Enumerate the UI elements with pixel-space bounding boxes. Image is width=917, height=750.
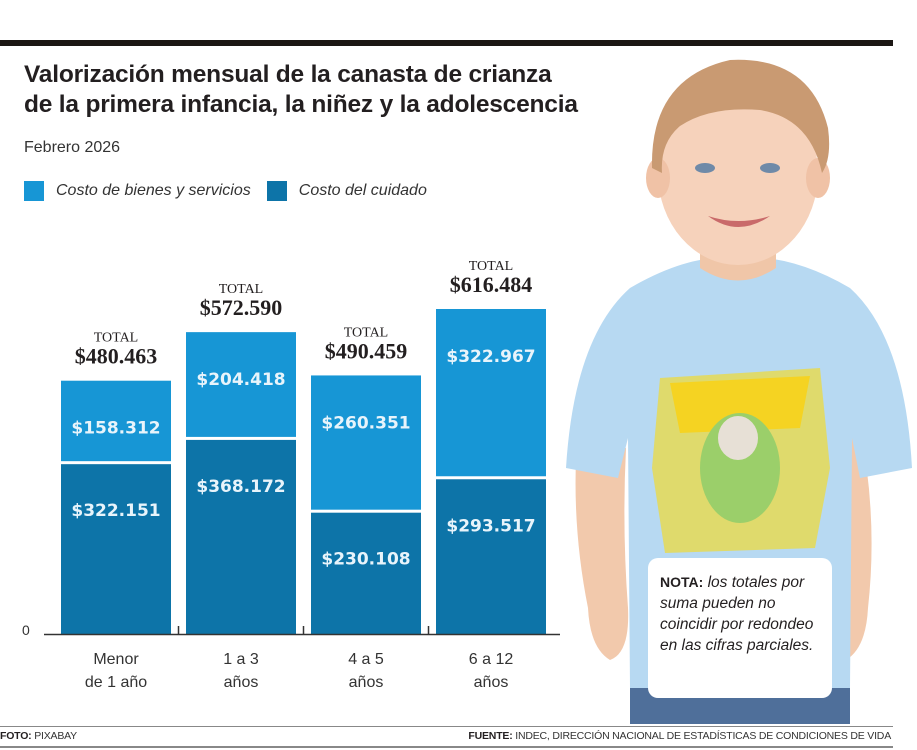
legend-item-bienes: Costo de bienes y servicios [24,181,251,201]
stacked-bar-chart: $322.151$158.312TOTAL$480.463$368.172$20… [22,259,560,691]
chart-title: Valorización mensual de la canasta de cr… [24,60,664,120]
total-caption: TOTAL [94,331,139,346]
photo-ear-right [806,158,830,198]
bar-value-label: $260.351 [321,413,410,433]
legend-label-bienes: Costo de bienes y servicios [56,182,251,199]
photo-credit-text: PIXABAY [34,730,77,742]
category-label: Menor [93,651,139,668]
top-rule [0,40,893,46]
bar-value-label: $230.108 [321,550,410,570]
legend-swatch-cuidado [266,181,287,201]
photo-eye-right [760,163,780,173]
bar-segment-cuidado [61,464,171,634]
labels-group: $322.151$158.312TOTAL$480.463$368.172$20… [71,259,535,570]
category-label: 4 a 5 [348,651,384,668]
photo-eye-left [695,163,715,173]
source-text: INDEC, DIRECCIÓN NACIONAL DE ESTADÍSTICA… [515,730,891,742]
bars-group [61,309,546,634]
category-label: 6 a 12 [469,651,514,668]
total-value: $572.590 [200,295,283,320]
category-label: años [349,674,384,691]
source-credit: FUENTE: INDEC, DIRECCIÓN NACIONAL DE EST… [468,730,891,742]
photo-mouth [708,216,770,227]
footer-rule-top [0,726,893,727]
total-value: $616.484 [450,272,533,297]
photo-buzz-face [718,416,758,460]
total-caption: TOTAL [469,259,514,274]
photo-credit-prefix: FOTO: [0,730,32,742]
legend: Costo de bienes y servicios Costo del cu… [24,181,443,201]
note-prefix: NOTA: [660,574,704,590]
bar-segment-bienes [61,380,171,462]
category-label: años [474,674,509,691]
chart-subtitle: Febrero 2026 [24,139,121,156]
bar-value-label: $322.967 [446,347,535,367]
photo-credit: FOTO: PIXABAY [0,730,77,742]
note-box: NOTA: los totales por suma pueden no coi… [648,558,832,698]
legend-label-cuidado: Costo del cuidado [298,182,427,199]
title-line-2: de la primera infancia, la niñez y la ad… [24,91,578,118]
bar-segment-bienes [186,332,296,437]
y-tick-label-zero: 0 [22,622,30,638]
total-caption: TOTAL [219,282,264,297]
photo-toy-logo [670,376,810,433]
bar-value-label: $293.517 [446,516,535,536]
bar-segment-cuidado [186,439,296,634]
bar-value-label: $158.312 [71,419,160,439]
category-labels: Menor de 1 año 1 a 3 años 4 a 5 años 6 a 12 año… [85,651,513,691]
total-value: $480.463 [75,344,158,369]
bar-value-label: $322.151 [71,501,160,521]
x-axis-ticks [177,626,430,635]
bar-value-label: $368.172 [196,477,285,497]
bar-segment-cuidado [436,479,546,634]
title-line-1: Valorización mensual de la canasta de cr… [24,61,552,88]
legend-swatch-bienes [24,181,44,201]
bar-segment-bienes [436,309,546,477]
bar-segment-cuidado [311,512,421,634]
category-label: 1 a 3 [223,651,259,668]
bar-value-label: $204.418 [196,370,285,390]
bar-segment-bienes [311,375,421,510]
category-label: años [224,674,259,691]
total-caption: TOTAL [344,325,389,340]
source-prefix: FUENTE: [468,730,513,742]
category-label: de 1 año [85,674,147,691]
photo-hair [651,59,830,173]
footer-rule-bottom [0,746,893,748]
note-text: los totales por suma pueden no coincidir… [660,574,814,654]
total-value: $490.459 [325,338,408,363]
photo-face [658,81,818,265]
photo-left-arm [575,428,629,660]
legend-item-cuidado: Costo del cuidado [266,181,427,201]
